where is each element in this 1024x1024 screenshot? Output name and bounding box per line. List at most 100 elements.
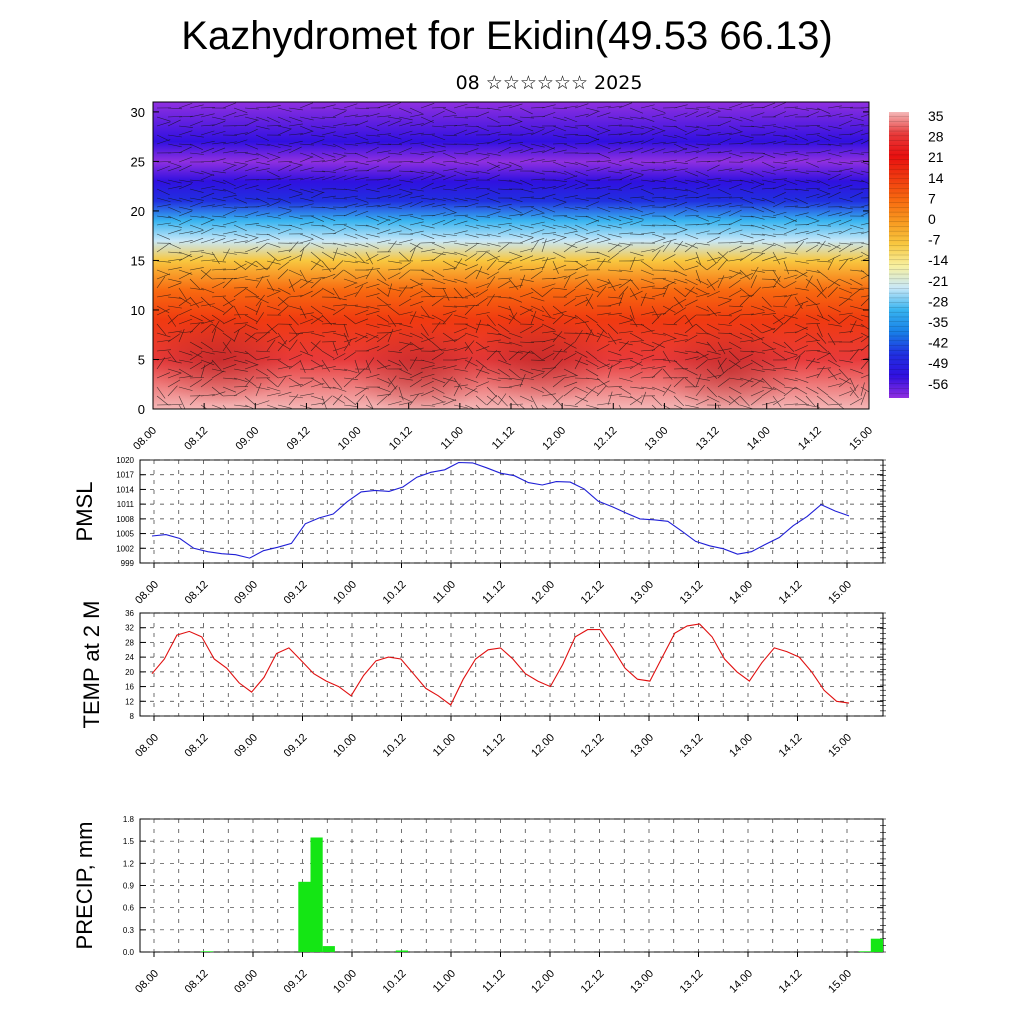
x-tick-label: 13.00 — [628, 968, 656, 996]
x-tick-label: 09.00 — [232, 732, 260, 760]
x-tick-label: 10.00 — [336, 425, 364, 453]
y-tick-label: 0.3 — [123, 926, 135, 935]
colorbar-label: 14 — [928, 170, 944, 186]
colorbar-label: 28 — [928, 129, 944, 145]
warm-core — [153, 315, 290, 405]
y-tick-label: 0.0 — [123, 948, 135, 957]
x-tick-label: 09.00 — [232, 968, 260, 996]
x-tick-label: 15.00 — [847, 425, 875, 453]
y-axis-label: TEMP at 2 M — [79, 601, 104, 729]
y-tick-label: 1014 — [116, 485, 134, 494]
y-tick-label: 1.5 — [123, 837, 135, 846]
x-tick-label: 08.12 — [183, 968, 211, 996]
precip-bar — [322, 946, 335, 952]
x-tick-label: 11.12 — [480, 732, 507, 759]
colorbar: 35 28 21 14 7 0 -7 -14 -21 -28 -35 -42 -49 -56 — [889, 108, 948, 398]
x-tick-label: 08.12 — [183, 732, 211, 760]
y-tick-label: 20 — [125, 668, 134, 677]
precip-panel: 0.0 0.3 0.6 0.9 1.2 1.5 1.8 08.00 08.12 09.00 09.1… — [72, 815, 886, 996]
x-tick-label: 09.12 — [282, 579, 310, 607]
y-tick-label: 28 — [125, 638, 134, 647]
x-tick-label: 14.00 — [727, 579, 755, 607]
x-tick-label: 10.12 — [381, 732, 409, 760]
chart-title: Kazhydromet for Ekidin(49.53 66.13) — [181, 14, 833, 58]
colorbar-label: -49 — [928, 355, 948, 371]
x-tick-label: 09.12 — [282, 732, 310, 760]
x-tick-label: 13.12 — [694, 425, 722, 453]
x-tick-label: 09.12 — [282, 968, 310, 996]
x-tick-label: 14.00 — [727, 732, 755, 760]
x-tick-label: 15.00 — [826, 732, 854, 760]
x-tick-label: 13.12 — [678, 968, 706, 996]
colorbar-label: 35 — [928, 108, 944, 124]
x-tick-label: 13.00 — [628, 579, 656, 607]
x-tick-label: 10.00 — [331, 732, 359, 760]
x-tick-label: 12.00 — [529, 732, 557, 760]
y-axis-label: PMSL — [72, 482, 97, 542]
y-tick-label: 5 — [138, 352, 145, 367]
x-tick-label: 08.00 — [133, 579, 161, 607]
x-tick-label: 14.12 — [777, 579, 805, 607]
y-tick-label: 0.6 — [123, 904, 135, 913]
temp-2m-panel: 8 12 16 20 24 28 32 36 08.00 08.12 09.00 09.12 10.00… — [79, 601, 886, 760]
pmsl-panel: 999 1002 1005 1008 1011 1014 1017 1020 08.00 08.1… — [72, 456, 886, 607]
y-tick-label: 16 — [125, 683, 134, 692]
y-tick-label: 1005 — [116, 530, 134, 539]
y-tick-label: 12 — [125, 697, 134, 706]
y-tick-label: 36 — [125, 609, 134, 618]
y-tick-label: 1017 — [116, 471, 134, 480]
x-tick-label: 11.00 — [431, 968, 458, 995]
colorbar-label: 7 — [928, 190, 936, 206]
x-tick-label: 14.12 — [796, 425, 824, 453]
x-tick-label: 12.12 — [579, 732, 607, 760]
y-tick-label: 15 — [131, 253, 145, 268]
y-tick-label: 24 — [125, 653, 134, 662]
x-tick-label: 09.12 — [285, 425, 313, 453]
x-tick-label: 09.00 — [232, 579, 260, 607]
x-tick-label: 08.12 — [183, 579, 211, 607]
x-tick-label: 10.12 — [381, 579, 409, 607]
series-line — [151, 461, 850, 559]
x-tick-label: 10.12 — [387, 425, 415, 453]
y-tick-label: 1008 — [116, 515, 134, 524]
x-tick-label: 10.00 — [331, 968, 359, 996]
x-tick-label: 10.12 — [381, 968, 409, 996]
warm-core — [350, 325, 490, 409]
y-tick-label: 1002 — [116, 544, 134, 553]
colorbar-label: -14 — [928, 252, 948, 268]
x-tick-label: 12.12 — [591, 425, 619, 453]
x-tick-label: 11.00 — [431, 732, 458, 759]
panel-frame — [139, 612, 884, 717]
chart-subtitle: 08 ☆☆☆☆☆☆ 2025 — [455, 72, 643, 94]
colorbar-label: 21 — [928, 149, 944, 165]
x-tick-label: 11.12 — [480, 579, 507, 606]
x-tick-label: 15.00 — [826, 579, 854, 607]
y-tick-label: 25 — [131, 154, 145, 169]
x-tick-label: 12.00 — [529, 968, 557, 996]
x-tick-label: 14.12 — [777, 732, 805, 760]
y-axis-label: PRECIP, mm — [72, 822, 97, 950]
colorbar-label: -21 — [928, 273, 948, 289]
y-tick-label: 20 — [131, 204, 145, 219]
x-tick-label: 12.00 — [540, 425, 568, 453]
x-tick-label: 09.00 — [233, 425, 261, 453]
precip-bar — [298, 881, 311, 952]
precip-bar — [870, 938, 883, 952]
y-tick-label: 1020 — [116, 456, 134, 465]
y-tick-label: 10 — [131, 303, 145, 318]
x-tick-label: 11.00 — [439, 425, 466, 452]
x-tick-label: 11.12 — [490, 425, 517, 452]
colorbar-label: -42 — [928, 335, 948, 351]
x-tick-label: 13.00 — [643, 425, 671, 453]
y-tick-label: 32 — [125, 624, 134, 633]
colorbar-label: 0 — [928, 211, 936, 227]
x-tick-label: 11.12 — [480, 968, 507, 995]
y-tick-label: 0 — [138, 402, 145, 417]
y-tick-label: 30 — [131, 105, 145, 120]
x-tick-label: 08.12 — [182, 425, 210, 453]
y-tick-label: 1.8 — [123, 815, 135, 824]
precip-bar — [310, 837, 323, 952]
x-tick-label: 08.00 — [133, 968, 161, 996]
x-tick-label: 12.12 — [579, 579, 607, 607]
